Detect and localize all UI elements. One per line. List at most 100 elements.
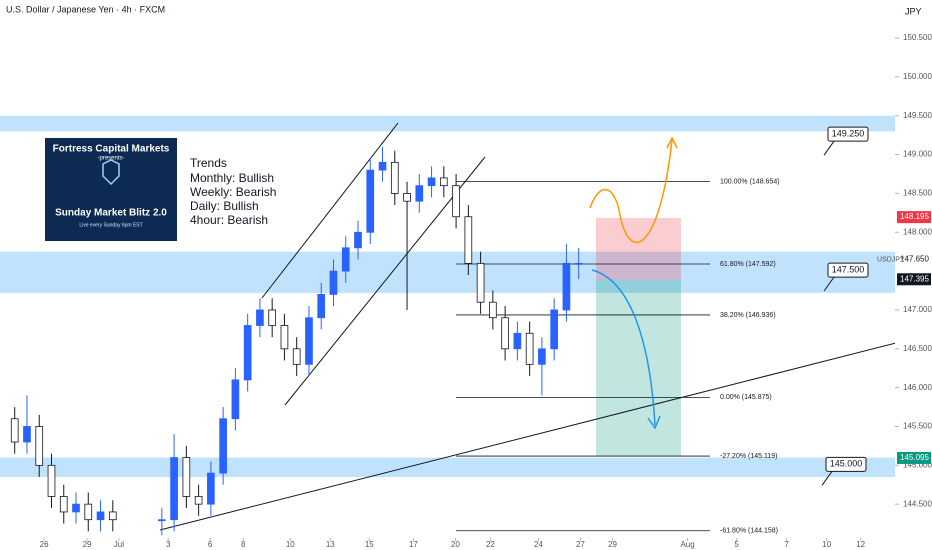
y-tick-label: 146.000 [903,383,932,392]
candle-body [538,348,546,365]
y-tick-label: 150.000 [903,72,932,81]
fib-label: -27.20% (145.119) [720,453,777,460]
candle-body [415,185,424,202]
candle-body [268,309,277,326]
callout-box [825,456,867,472]
candle-body [574,262,583,265]
candle-body [207,472,215,505]
zone [0,251,895,293]
x-tick-label: 8 [241,540,246,549]
logo-box [45,138,177,241]
candle-body [280,325,289,350]
callout-pointer [823,140,835,156]
callout-pointer [821,471,833,486]
candle-body [439,177,448,187]
candle-body [182,457,191,497]
logo: Fortress Capital Markets -presents- Sund… [45,138,177,241]
y-tick-label: 148.000 [903,227,932,236]
candle-body [292,348,301,365]
y-tick-label: 144.500 [903,499,932,508]
trend-line-text: Weekly: Bearish [190,185,276,199]
candle-body [476,262,485,303]
fib-label: -61.80% (144.158) [720,528,778,535]
y-tick-label: 149.000 [903,150,932,159]
candle-body [84,503,93,521]
currency: JPY [905,6,922,16]
price-tag [897,273,931,286]
candle-body [59,495,68,513]
price-tag-label: 147.650 [900,255,929,264]
candle-body [513,332,522,350]
trends-title: Trends [190,156,227,170]
callout-box [827,262,869,278]
x-tick-label: 12 [856,540,865,549]
candle-body [403,193,411,202]
candle-body [170,457,178,521]
callout-label: 147.500 [832,264,865,274]
candles [10,146,583,536]
x-tick-label: 13 [326,540,335,549]
x-tick-label: 29 [608,540,617,549]
y-tick-label: 148.500 [903,189,932,198]
channel-line [261,122,399,299]
candle-body [390,161,399,194]
callout-label: 145.000 [830,459,863,469]
x-tick-label: 7 [784,540,789,549]
x-tick-label: 29 [83,540,92,549]
logo-schedule: Live every Sunday 6pm EST [79,222,142,228]
fib-label: 0.00% (145.875) [720,394,772,401]
candle-body [452,185,460,218]
channel-line [284,156,486,406]
x-tick-label: 15 [365,540,374,549]
x-tick-label: 3 [166,540,171,549]
zone [0,457,895,477]
fib-label: 61.80% (147.592) [720,261,776,268]
candle-body [47,464,56,497]
candle-body [489,301,497,319]
candle-body [550,309,558,350]
candle-body [194,495,203,505]
axes: 150.500 150.000 149.500 149.000 148.500 148.0… [40,33,932,549]
y-tick-label: 149.500 [903,111,932,120]
callout-label: 149.250 [832,129,865,139]
candle-body [354,231,362,249]
candle-body [23,426,31,443]
candle-body [243,325,252,381]
candle-body [219,418,227,474]
candle-body [231,379,240,420]
y-tick-label: 147.000 [903,305,932,314]
callout-pointer [823,276,835,292]
y-tick-label: 150.500 [903,33,932,42]
chart-title: U.S. Dollar / Japanese Yen · 4h · FXCM [6,4,165,14]
candle-body [158,519,166,522]
x-tick-label: 10 [286,540,295,549]
logo-show: Sunday Market Blitz 2.0 [55,208,167,219]
trend-line [159,341,901,531]
x-tick-label: 26 [40,540,49,549]
candle-body [305,317,313,365]
x-tick-label: Jul [114,540,124,549]
bullish-arrow [589,139,673,244]
fib-label: 38.20% (146.936) [720,312,776,319]
fib-label: 100.00% (148.654) [720,178,780,185]
y-tick-label: 145.000 [903,460,932,469]
candle-body [35,426,44,466]
callout-box [827,126,869,142]
candle-body [317,294,326,319]
x-tick-label: 27 [576,540,585,549]
candle-body [378,161,387,171]
arrow-head [647,415,661,430]
x-tick-label: 6 [208,540,213,549]
x-tick-label: 10 [822,540,831,549]
fib: 100.00% (148.654) 61.80% (147.592) 38.20% … [456,178,780,535]
candle-body [366,169,375,233]
x-tick-label: 22 [486,540,495,549]
candle-body [525,332,534,365]
x-tick-label: 17 [409,540,418,549]
arrow-head [666,136,678,149]
candle-body [96,511,105,521]
trend-line-text: 4hour: Bearish [190,213,268,227]
